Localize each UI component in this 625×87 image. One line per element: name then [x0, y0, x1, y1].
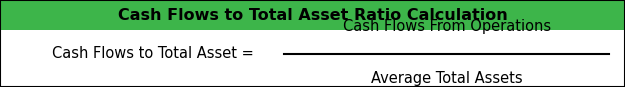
- Text: Cash Flows to Total Asset Ratio Calculation: Cash Flows to Total Asset Ratio Calculat…: [118, 7, 508, 23]
- Text: Cash Flows From Operations: Cash Flows From Operations: [342, 19, 551, 34]
- Text: Cash Flows to Total Asset =: Cash Flows to Total Asset =: [52, 46, 254, 61]
- Text: Average Total Assets: Average Total Assets: [371, 71, 522, 86]
- FancyBboxPatch shape: [0, 0, 625, 30]
